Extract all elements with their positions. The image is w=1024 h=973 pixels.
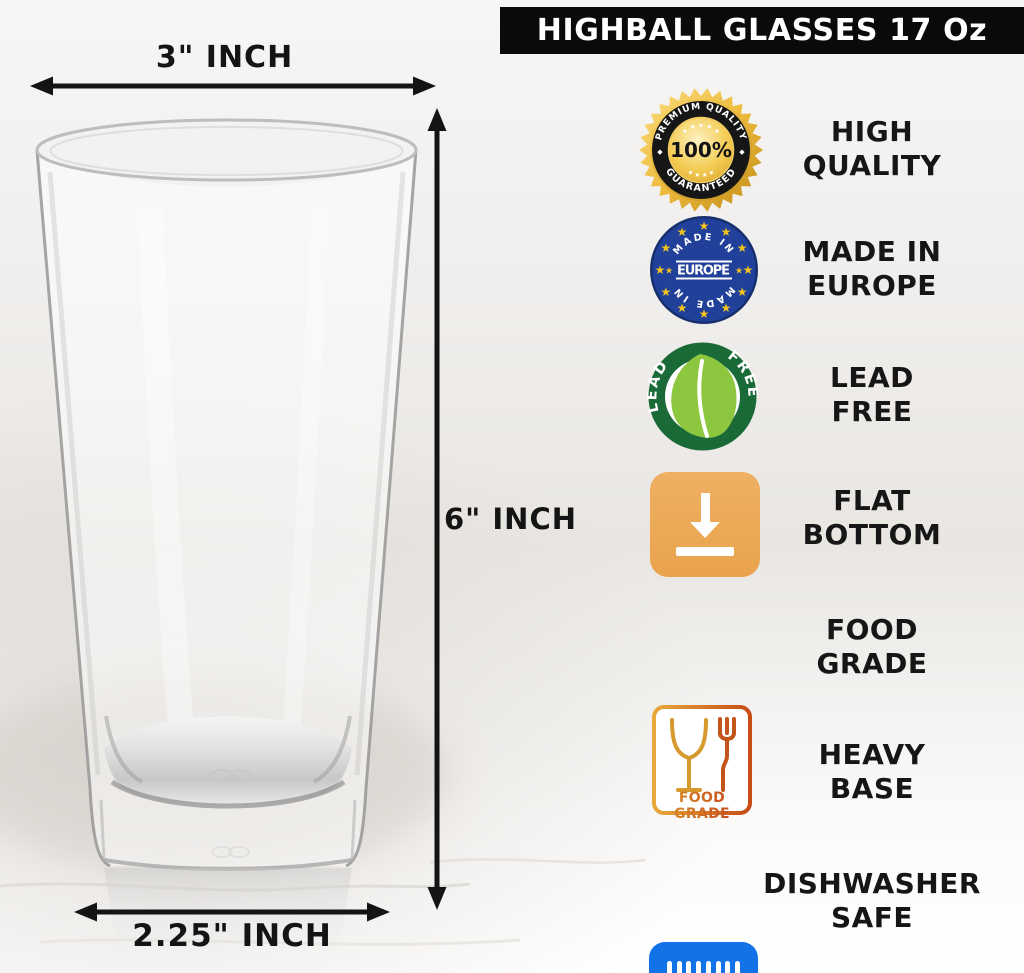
premium-stars-bottom: ★ ★ ★ ★ (686, 168, 716, 180)
food-grade-icon (652, 705, 752, 815)
premium-diamond-left: ◆ (657, 148, 663, 156)
feature-label-made-in-europe: MADE IN EUROPE (802, 235, 942, 302)
svg-text:★: ★ (721, 225, 732, 239)
glass-photo (35, 118, 418, 958)
premium-quality-seal-icon: PREMIUM QUALITY GUARANTEED ★ ★ ★ ★ ★ ★ ★… (639, 88, 763, 212)
svg-text:★: ★ (661, 241, 672, 255)
premium-quality-badge: PREMIUM QUALITY GUARANTEED ★ ★ ★ ★ ★ ★ ★… (638, 87, 764, 217)
feature-label-lead-free: LEAD FREE (830, 361, 914, 428)
made-in-europe-badge: ★ ★ ★ ★ ★ ★ ★ ★ ★ ★ ★ ★ MADE IN MADE IN EUROPE ★ ★ (648, 214, 760, 330)
heavy-base-badge (649, 942, 758, 973)
europe-star-right: ★ (735, 267, 743, 277)
feature-label-flat-bottom: FLAT BOTTOM (802, 484, 942, 551)
height-label: 6" INCH (444, 502, 577, 536)
europe-star-left: ★ (665, 267, 673, 277)
svg-text:★: ★ (737, 285, 748, 299)
title-text: HIGHBALL GLASSES 17 Oz (536, 13, 988, 48)
svg-text:★: ★ (699, 307, 710, 321)
glass-and-fork-icon (670, 717, 736, 792)
glass-rim (35, 118, 418, 182)
made-in-europe-seal-icon: ★ ★★★★★★★★★★★ MADE IN MADE IN EUROPE ★ ★ (650, 216, 758, 324)
feature-label-high-quality: HIGH QUALITY (802, 115, 942, 182)
glass-inner-floor (104, 716, 352, 806)
top-width-arrow (30, 76, 436, 96)
flat-bottom-badge (650, 472, 760, 577)
svg-text:★: ★ (677, 225, 688, 239)
feature-label-food-grade: FOOD GRADE (816, 613, 928, 680)
title-banner: HIGHBALL GLASSES 17 Oz (500, 7, 1024, 54)
etched-logo (210, 769, 252, 783)
lead-free-badge: LEAD FREE (644, 341, 759, 456)
feature-label-heavy-base: HEAVY BASE (818, 738, 926, 805)
svg-text:★: ★ (743, 263, 754, 277)
dimension-arrows (30, 76, 447, 922)
svg-text:★: ★ (677, 301, 688, 315)
svg-text:★: ★ (699, 219, 710, 233)
svg-text:★ ★ ★ ★: ★ ★ ★ ★ (686, 168, 716, 180)
svg-text:★: ★ (655, 263, 666, 277)
feature-label-dishwasher-safe: DISHWASHER SAFE (763, 867, 981, 934)
leaf-icon (671, 354, 737, 438)
premium-100-text: 100% (670, 138, 732, 162)
food-grade-caption: FOOD GRADE (651, 790, 753, 822)
height-arrow (427, 108, 447, 910)
europe-center-text: EUROPE (677, 264, 731, 279)
svg-text:★: ★ (661, 285, 672, 299)
svg-text:★: ★ (737, 241, 748, 255)
premium-diamond-right: ◆ (739, 148, 745, 156)
svg-text:★: ★ (721, 301, 732, 315)
glass-walls-icon (667, 961, 740, 973)
bottom-width-arrow (74, 902, 390, 922)
flat-bottom-arrow-icon (700, 493, 710, 522)
lead-free-seal-icon: LEAD FREE (644, 342, 759, 451)
top-width-label: 3" INCH (155, 40, 294, 75)
europe-star-ring: ★ ★★★★★★★★★★★ (655, 219, 754, 321)
food-grade-badge: FOOD GRADE (651, 704, 753, 822)
bottom-width-label: 2.25" INCH (132, 918, 332, 954)
